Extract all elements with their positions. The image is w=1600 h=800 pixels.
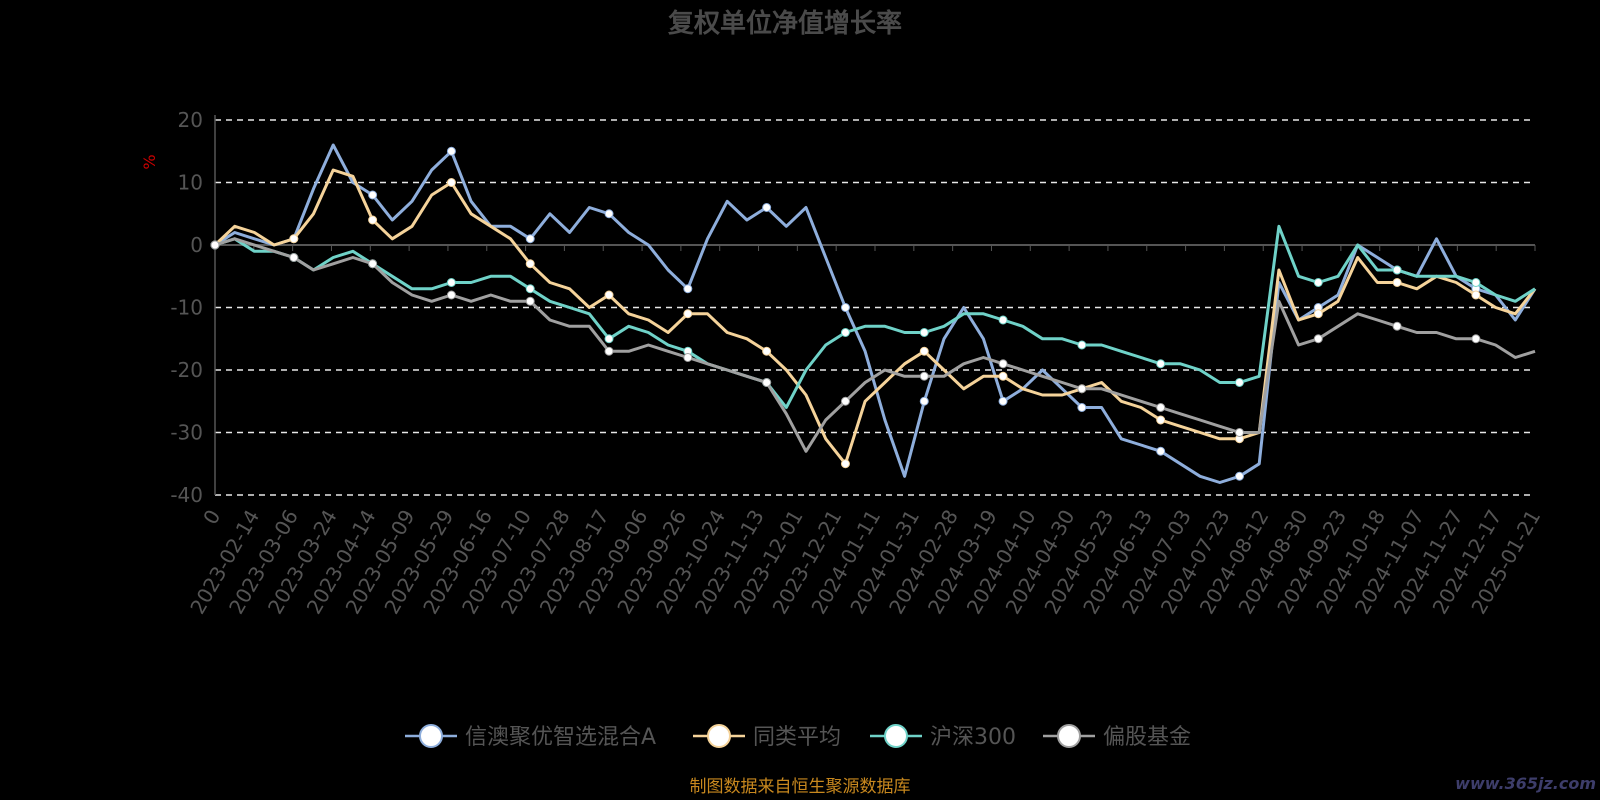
series-point [1471, 278, 1481, 287]
legend-label: 同类平均 [753, 725, 841, 750]
series-point [762, 378, 772, 387]
series-point [446, 278, 456, 287]
series-point [1077, 403, 1087, 412]
series-point [1156, 446, 1166, 456]
series-point [1234, 428, 1244, 437]
legend-label: 信澳聚优智选混合A [465, 725, 656, 750]
legend-marker [419, 724, 443, 748]
legend-item-1[interactable]: 同类平均 [693, 724, 841, 750]
x-axis-ticks: 02023-02-142023-03-062023-03-242023-04-1… [185, 245, 1545, 618]
series-point [919, 328, 929, 337]
series-point [525, 284, 535, 294]
series-point [840, 396, 850, 406]
series-point [1077, 384, 1087, 394]
y-tick-label: 10 [178, 171, 203, 195]
legend-item-2[interactable]: 沪深300 [870, 724, 1016, 750]
series-point [289, 234, 299, 244]
series-point [1392, 265, 1402, 275]
series-point [1077, 340, 1087, 350]
series-point [762, 346, 772, 356]
series-line-3 [214, 237, 1536, 453]
series-point [1156, 403, 1166, 412]
series-point [840, 303, 850, 312]
series-point [210, 240, 220, 250]
legend-marker [707, 724, 731, 748]
series-point [604, 290, 614, 300]
series-point [1471, 290, 1481, 300]
series-point [840, 328, 850, 337]
series-point [840, 459, 850, 469]
series-point [525, 296, 535, 306]
series-point [919, 371, 929, 381]
series-point [998, 315, 1008, 325]
legend-marker [884, 724, 908, 748]
series-point [683, 309, 693, 319]
series-point [1313, 278, 1323, 287]
legend-item-0[interactable]: 信澳聚优智选混合A [405, 724, 656, 750]
series-point [525, 259, 535, 269]
series-point [1392, 321, 1402, 331]
series-point [998, 359, 1008, 369]
legend-marker [1057, 724, 1081, 748]
y-tick-label: 0 [190, 233, 203, 257]
y-axis-ticks: 20 10 0 -10 -20 -30 -40 [170, 108, 203, 507]
series-point [604, 209, 614, 219]
series-point [368, 215, 378, 225]
series-point [1392, 278, 1402, 287]
series-point [998, 371, 1008, 381]
series-point [1156, 359, 1166, 369]
series-point [998, 396, 1008, 406]
series-point [446, 290, 456, 300]
source-note: 制图数据来自恒生聚源数据库 [690, 777, 911, 797]
axes [214, 115, 1535, 495]
series-point [919, 396, 929, 406]
series-point [604, 346, 614, 356]
series-point [289, 253, 299, 262]
series-point [683, 284, 693, 294]
series-point [1156, 415, 1166, 425]
y-tick-label: -30 [170, 421, 203, 445]
y-axis-unit: % [140, 154, 159, 169]
legend[interactable]: 信澳聚优智选混合A 同类平均 沪深300 偏股基金 [405, 724, 1191, 750]
series-point [525, 234, 535, 244]
series-point [1313, 309, 1323, 319]
series-lines [210, 143, 1537, 484]
y-tick-label: -40 [170, 483, 203, 507]
legend-item-3[interactable]: 偏股基金 [1043, 724, 1191, 750]
grid-lines [215, 119, 1535, 496]
watermark: www.365jz.com [1455, 774, 1596, 793]
series-point [1471, 334, 1481, 344]
series-point [1313, 334, 1323, 344]
series-point [604, 334, 614, 344]
y-tick-label: -10 [170, 296, 203, 320]
y-tick-label: -20 [170, 358, 203, 382]
legend-label: 沪深300 [930, 725, 1016, 750]
y-tick-label: 20 [178, 108, 203, 132]
series-point [446, 178, 456, 187]
series-point [919, 346, 929, 356]
series-line-1 [213, 168, 1537, 466]
chart-title: 复权单位净值增长率 [668, 8, 902, 39]
series-point [446, 146, 456, 156]
series-point [368, 190, 378, 200]
series-point [762, 203, 772, 212]
series-point [1234, 471, 1244, 481]
series-point [368, 259, 378, 269]
series-point [683, 353, 693, 362]
series-point [1234, 378, 1244, 387]
x-tick-label: 0 [198, 506, 225, 529]
legend-label: 偏股基金 [1103, 725, 1191, 750]
